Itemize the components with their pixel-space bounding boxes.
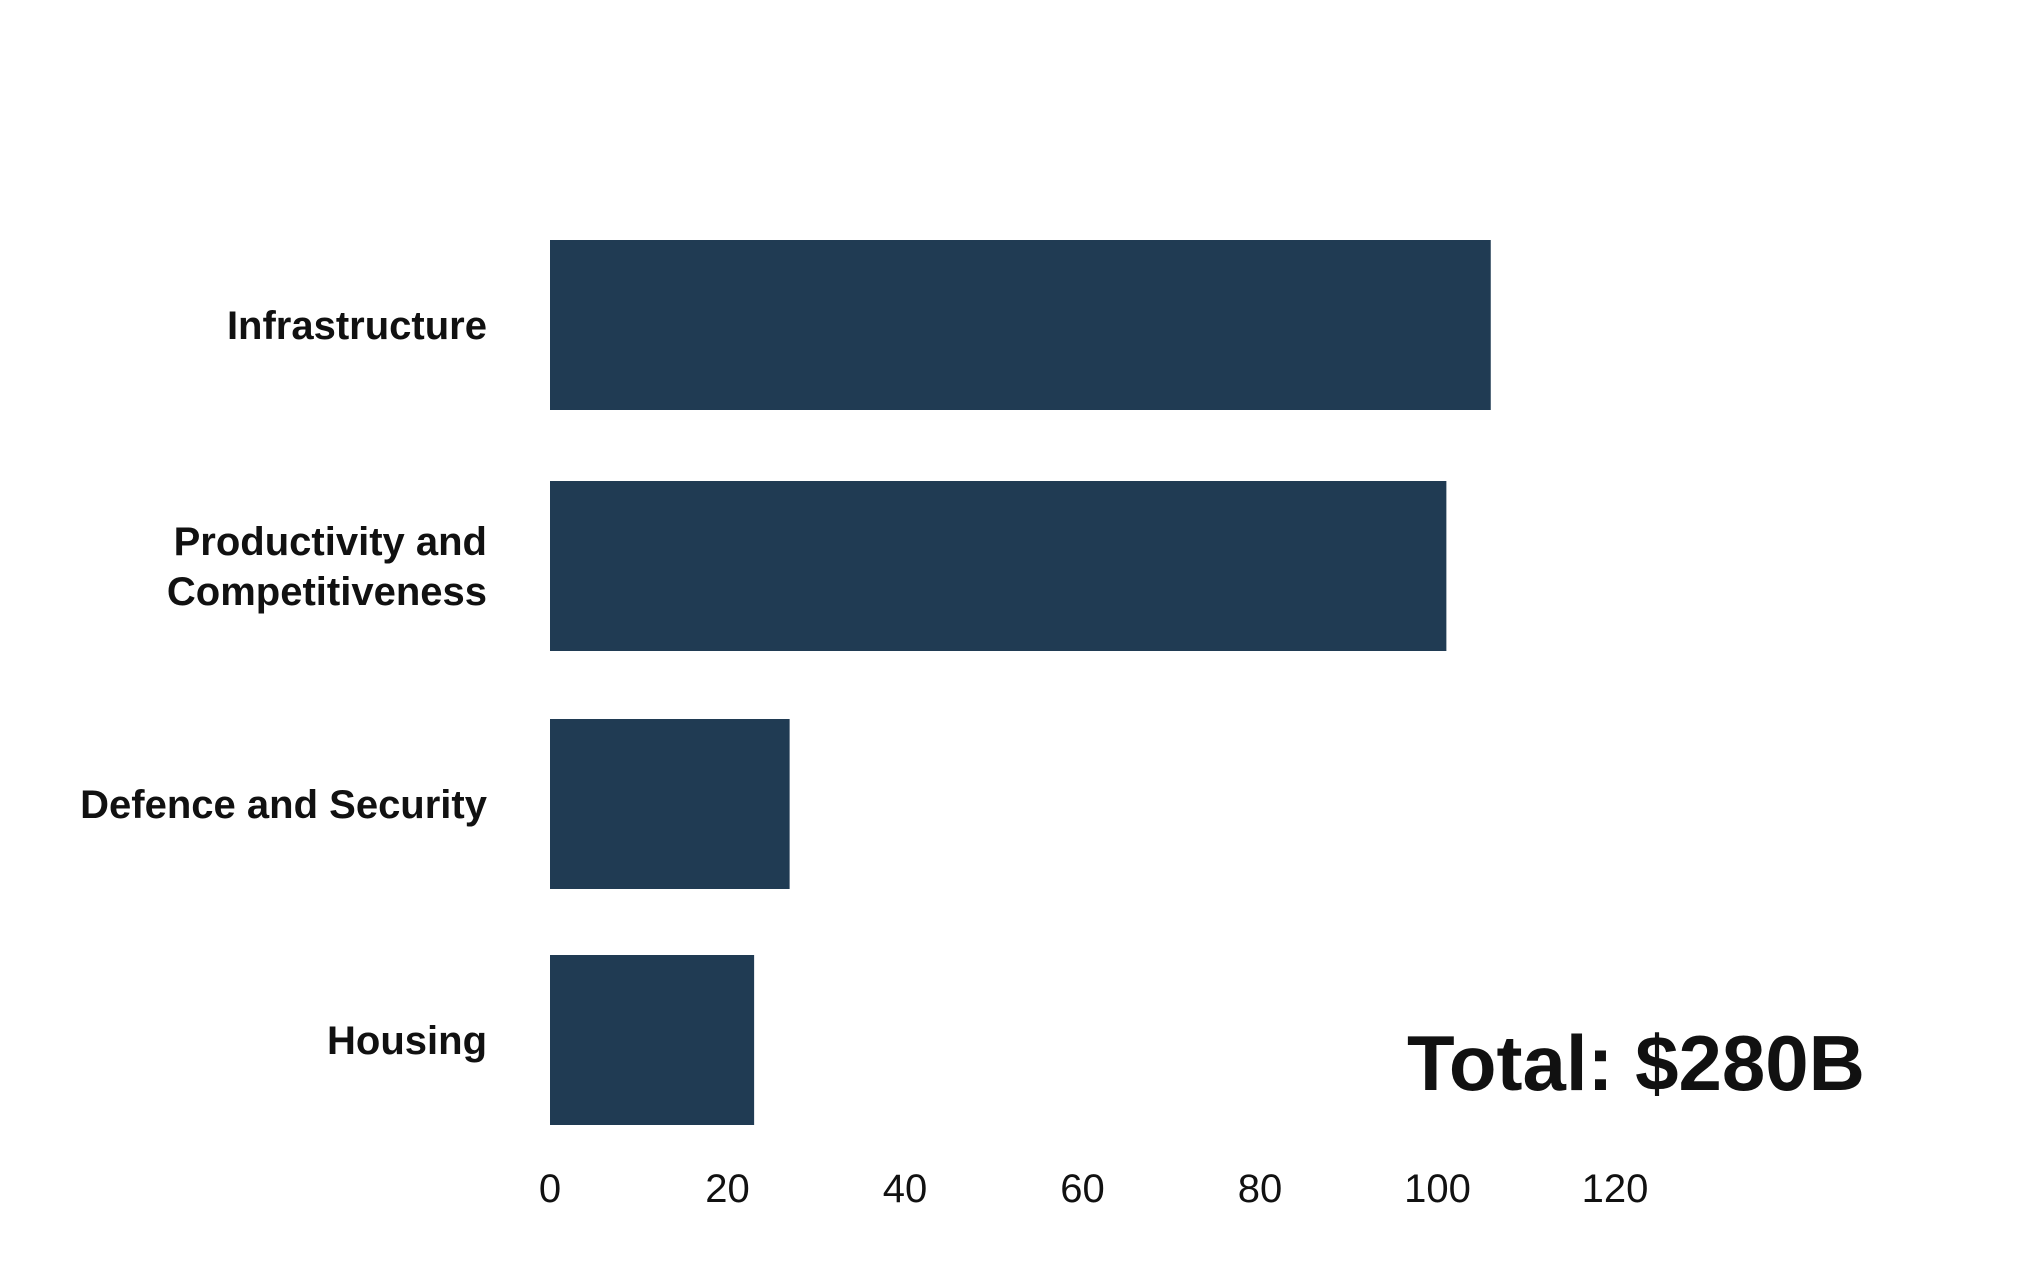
bars-layer — [550, 240, 1491, 1125]
bar-2 — [550, 719, 790, 889]
bar-0 — [550, 240, 1491, 410]
bar-1 — [550, 481, 1447, 651]
x-tick-label-0: 0 — [539, 1167, 561, 1211]
total-annotation: Total: $280B — [1407, 1019, 1865, 1107]
category-label-0: Infrastructure — [227, 304, 487, 348]
category-label-1-line-0: Productivity and — [174, 520, 487, 564]
x-tick-label-2: 40 — [883, 1167, 928, 1211]
category-label-2: Defence and Security — [80, 783, 488, 827]
category-labels: Infrastructure Productivity and Competitiv… — [80, 304, 488, 1063]
category-label-3: Housing — [327, 1019, 487, 1063]
bar-3 — [550, 955, 755, 1125]
category-label-1-line-1: Competitiveness — [167, 570, 487, 614]
x-tick-label-5: 100 — [1404, 1167, 1471, 1211]
x-axis-ticks: 0 20 40 60 80 100 120 — [539, 1167, 1649, 1211]
x-tick-label-1: 20 — [705, 1167, 750, 1211]
x-tick-label-6: 120 — [1582, 1167, 1649, 1211]
x-tick-label-3: 60 — [1060, 1167, 1105, 1211]
x-tick-label-4: 80 — [1238, 1167, 1283, 1211]
